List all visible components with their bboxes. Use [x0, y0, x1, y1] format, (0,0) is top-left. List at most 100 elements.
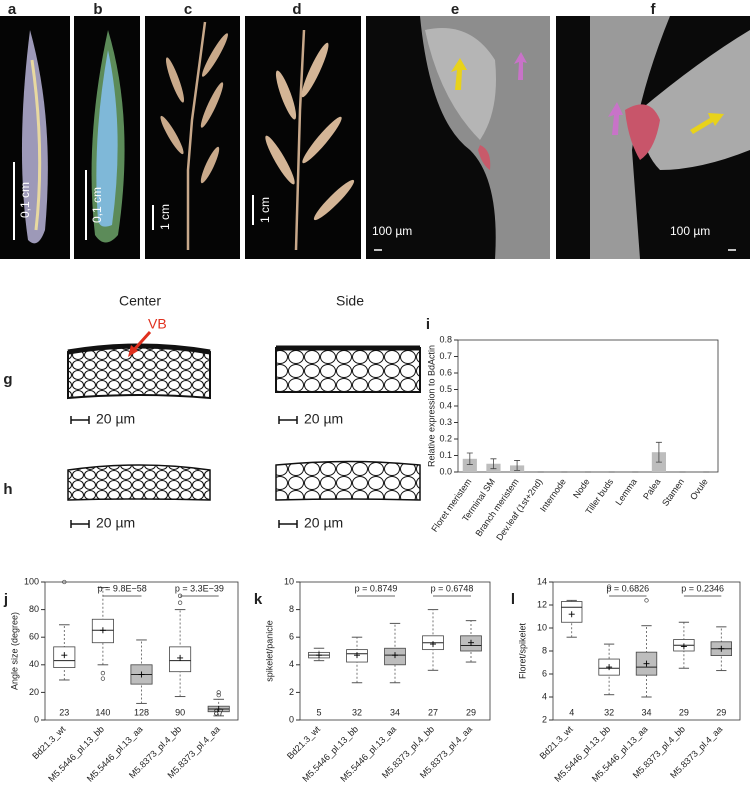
error-bar: [655, 441, 662, 463]
y-tick-label: 0.0: [439, 466, 452, 476]
y-tick-label: 2: [542, 714, 547, 724]
p-value: p = 9.8E−58: [98, 583, 147, 593]
n-label: 29: [716, 707, 726, 717]
mean-marker: [568, 611, 575, 618]
y-axis-label: Angle size (degree): [9, 612, 19, 690]
panel-label: i: [426, 316, 430, 333]
scale-label: 20 µm: [96, 411, 135, 427]
outlier: [100, 676, 106, 681]
panel-label: h: [3, 481, 12, 498]
error-bar: [514, 460, 521, 471]
n-label: 29: [679, 707, 689, 717]
section-title: Center: [119, 293, 161, 309]
x-tick-label: Bd21.3_wt: [538, 724, 575, 761]
outlier: [177, 600, 183, 605]
mean-marker: [316, 652, 322, 659]
y-axis-label: Relative expression to BdActin: [426, 345, 436, 467]
n-label: 23: [59, 707, 69, 717]
mean-marker: [392, 652, 398, 659]
y-tick-label: 10: [284, 576, 294, 586]
n-label: 90: [175, 707, 185, 717]
y-tick-label: 0.3: [439, 417, 452, 427]
y-axis-label: spikelet/panicle: [264, 620, 274, 682]
n-label: 87: [214, 707, 224, 717]
outlier: [216, 693, 221, 698]
mean-marker: [99, 627, 106, 634]
y-tick-label: 0.4: [439, 400, 452, 410]
y-tick-label: 60: [29, 632, 39, 642]
y-tick-label: 0.1: [439, 450, 452, 460]
scale-label: 20 µm: [96, 515, 135, 531]
scale-label: 100 µm: [372, 224, 412, 238]
p-value: p = 0.6748: [431, 583, 474, 593]
scale-label: 1 cm: [258, 197, 272, 223]
panel-label: l: [511, 591, 515, 608]
y-axis-label: Floret/spikelet: [517, 622, 527, 679]
panel-label: e: [451, 1, 459, 18]
n-label: 140: [95, 707, 110, 717]
y-tick-label: 6: [289, 632, 294, 642]
x-tick-label: Bd21.3_wt: [30, 724, 67, 761]
outlier: [62, 579, 67, 585]
y-tick-label: 100: [24, 576, 39, 586]
mean-marker: [606, 664, 613, 671]
photo-e: [366, 16, 550, 259]
panel-label: f: [651, 1, 657, 18]
y-tick-label: 14: [537, 576, 547, 586]
y-tick-label: 4: [542, 691, 547, 701]
mean-marker: [430, 641, 436, 648]
y-tick-label: 80: [29, 604, 39, 614]
plot-frame: [299, 581, 491, 721]
scale-label: 20 µm: [304, 411, 343, 427]
p-value: p = 0.6826: [606, 583, 649, 593]
y-tick-label: 12: [537, 599, 547, 609]
cross-sections: [67, 330, 421, 528]
mean-marker: [61, 652, 68, 659]
panel-label: j: [3, 591, 8, 608]
y-tick-label: 2: [289, 687, 294, 697]
panel-label: g: [3, 371, 12, 388]
outlier: [100, 670, 106, 676]
n-label: 128: [134, 707, 149, 717]
outlier: [644, 598, 649, 603]
y-tick-label: 4: [289, 659, 294, 669]
panel-label: b: [93, 1, 102, 18]
y-tick-label: 0.7: [439, 351, 452, 361]
x-tick-label: Palea: [641, 477, 662, 502]
scale-label: 20 µm: [304, 515, 343, 531]
y-tick-label: 0.2: [439, 433, 452, 443]
n-label: 27: [428, 707, 438, 717]
mean-marker: [215, 705, 222, 712]
panel-label: c: [184, 1, 192, 18]
n-label: 34: [641, 707, 651, 717]
y-tick-label: 0: [34, 714, 39, 724]
scale-label: 0,1 cm: [18, 182, 32, 218]
scale-label: 100 µm: [670, 224, 710, 238]
y-tick-label: 20: [29, 687, 39, 697]
n-label: 32: [352, 707, 362, 717]
n-label: 4: [569, 707, 574, 717]
p-value: p = 0.2346: [681, 583, 724, 593]
y-tick-label: 8: [542, 645, 547, 655]
y-tick-label: 0.6: [439, 367, 452, 377]
scale-label: 0,1 cm: [90, 187, 104, 223]
y-tick-label: 0.5: [439, 384, 452, 394]
n-label: 5: [316, 707, 321, 717]
photo-a: [0, 16, 70, 259]
y-tick-label: 10: [537, 622, 547, 632]
x-tick-label: Ovule: [688, 477, 710, 502]
mean-marker: [177, 654, 184, 661]
mean-marker: [468, 639, 474, 646]
bar: [462, 458, 477, 472]
outlier: [216, 690, 221, 695]
n-label: 34: [390, 707, 400, 717]
photo-b: [74, 16, 140, 259]
panel-label: d: [292, 1, 301, 18]
y-tick-label: 0.8: [439, 334, 452, 344]
y-tick-label: 0: [289, 714, 294, 724]
outlier: [606, 584, 612, 589]
y-tick-label: 40: [29, 659, 39, 669]
photo-f: [556, 16, 750, 259]
